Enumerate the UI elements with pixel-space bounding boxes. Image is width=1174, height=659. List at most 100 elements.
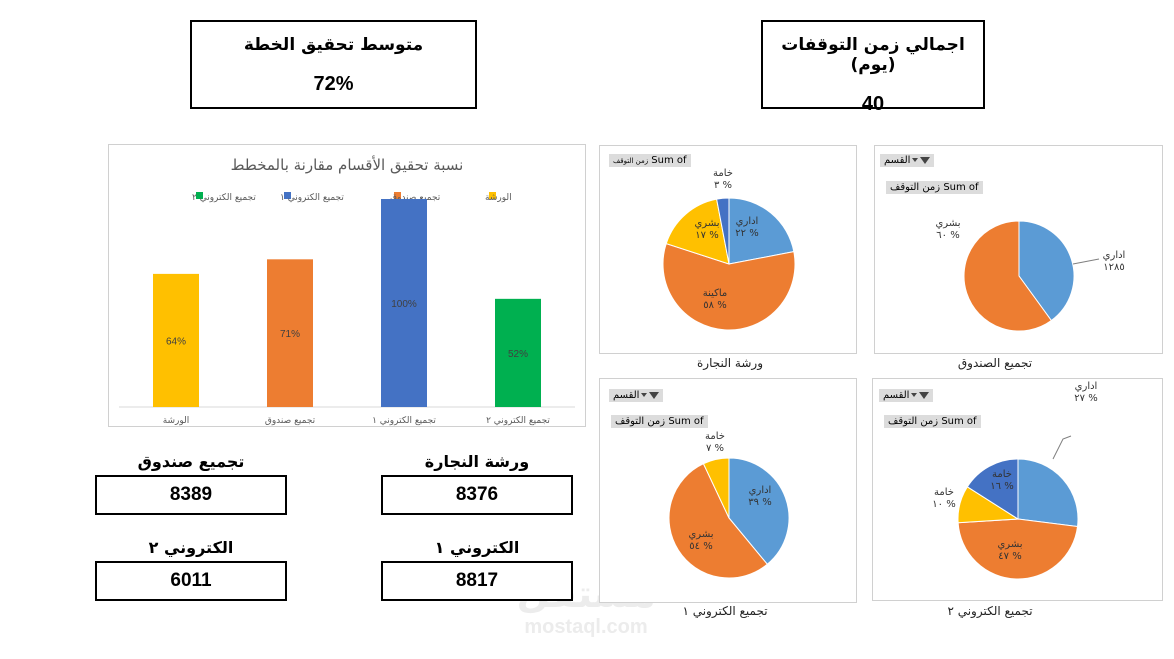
legend-swatch	[489, 192, 496, 199]
slice-name: اداري	[748, 485, 772, 496]
kpi-value: 72%	[313, 73, 354, 95]
filter-icon	[919, 391, 930, 399]
department-filter-button[interactable]: القسم	[879, 389, 934, 402]
legend-item: تجميع صندوق	[390, 193, 441, 203]
field-label: زمن التوقف	[890, 182, 941, 193]
pie-chart-carpentry	[662, 197, 796, 331]
pie-caption-carpentry: ورشة النجارة	[697, 356, 763, 370]
bar-chart-panel: نسبة تحقيق الأقسام مقارنة بالمخطط الورشة ت…	[108, 144, 586, 427]
kpi-box-assembly-title: تجميع صندوق	[137, 452, 245, 471]
filter-label: القسم	[613, 390, 640, 401]
category-tick-label: تجميع الكتروني ١	[372, 416, 436, 426]
slice-name: خامة	[713, 168, 733, 179]
bar	[495, 298, 541, 407]
pie-panel-electronic-2: القسم Sum of زمن التوقف اداري ٢٧ % خامة ١٦…	[872, 378, 1163, 601]
category-tick-label: تجميع الكتروني ٢	[486, 416, 550, 426]
pie-slice	[963, 220, 1053, 332]
sum-of-button[interactable]: Sum of زمن التوقف	[609, 154, 691, 167]
slice-name: اداري	[1074, 381, 1098, 392]
pie-label-human: بشري ٦٠ %	[931, 218, 965, 242]
sum-of-button[interactable]: Sum of زمن التوقف	[611, 415, 708, 428]
leader-line	[1052, 435, 1072, 460]
pie-slice	[1017, 458, 1079, 528]
filter-icon	[649, 391, 660, 399]
slice-pct: ٥٨ %	[703, 300, 727, 311]
slice-name: خامة	[992, 469, 1012, 480]
pie-chart-electronic-1	[668, 457, 790, 579]
slice-pct: ٣٩ %	[748, 497, 772, 508]
pie-panel-electronic-1: القسم Sum of زمن التوقف خامة ٧ % اداري ٣٩ …	[599, 378, 857, 603]
leader-line	[1072, 258, 1100, 265]
kpi-electronic-1-value: 8817	[381, 561, 573, 601]
slice-pct: ١٧ %	[695, 230, 719, 241]
pie-slice	[728, 457, 790, 565]
slice-pct: ٣ %	[713, 180, 733, 191]
dropdown-caret-icon	[912, 158, 919, 162]
pie-label-materials-b: خامة ١٦ %	[987, 469, 1017, 493]
filter-icon	[920, 156, 931, 164]
kpi-electronic-2-value: 6011	[95, 561, 287, 601]
pie-label-materials: خامة ٣ %	[708, 168, 738, 192]
slice-name: بشري	[694, 218, 720, 229]
pie-label-machine: ماكينة ٥٨ %	[695, 288, 735, 312]
dropdown-caret-icon	[641, 393, 648, 397]
sum-of-button[interactable]: Sum of زمن التوقف	[884, 415, 981, 428]
bar	[381, 199, 427, 407]
legend-swatch	[196, 192, 203, 199]
pie-label-human: بشري ٤٧ %	[993, 539, 1027, 563]
slice-pct: ١٠ %	[932, 499, 956, 510]
slice-name: بشري	[935, 218, 961, 229]
legend-item: تجميع الكتروني ١	[280, 193, 344, 203]
pie-label-admin: اداري ١٢٨٥	[1097, 250, 1131, 274]
sum-of-label: Sum of	[941, 416, 977, 427]
kpi-carpentry-value: 8376	[381, 475, 573, 515]
pie-panel-box-assembly: القسم Sum of زمن التوقف بشري ٦٠ % اداري ١٢…	[874, 145, 1163, 354]
legend-swatch	[284, 192, 291, 199]
category-tick-label: الورشة	[163, 416, 190, 426]
pie-slice	[702, 457, 730, 519]
pie-label-admin: اداري ٢٧ %	[1069, 381, 1103, 405]
filter-label: القسم	[883, 390, 910, 401]
kpi-title: متوسط تحقيق الخطة	[243, 35, 424, 55]
data-label: 64%	[166, 336, 186, 347]
pie-slice	[665, 198, 730, 265]
data-label: 100%	[391, 299, 417, 310]
slice-pct: ٢٧ %	[1074, 393, 1098, 404]
slice-name: اداري	[735, 216, 759, 227]
pie-label-materials: خامة ٧ %	[700, 431, 730, 455]
legend-item: الورشة	[485, 193, 512, 203]
pie-caption-box-assembly: تجميع الصندوق	[957, 356, 1033, 370]
slice-pct: ٤٧ %	[998, 551, 1022, 562]
filter-label: القسم	[884, 155, 911, 166]
dropdown-caret-icon	[911, 393, 918, 397]
pie-slice	[716, 197, 730, 265]
kpi-plan-average: متوسط تحقيق الخطة 72%	[190, 20, 477, 109]
field-label: زمن التوقف	[615, 416, 666, 427]
pie-chart-box-assembly	[963, 220, 1100, 332]
slice-pct: ١٢٨٥	[1103, 262, 1125, 273]
pie-label-materials-a: خامة ١٠ %	[929, 487, 959, 511]
data-label: 71%	[280, 329, 300, 340]
data-label: 52%	[508, 349, 528, 360]
department-filter-button[interactable]: القسم	[880, 154, 935, 167]
slice-pct: ٧ %	[705, 443, 725, 454]
slice-pct: ٦٠ %	[936, 230, 960, 241]
slice-pct: ٢٢ %	[735, 228, 759, 239]
slice-name: خامة	[705, 431, 725, 442]
sum-of-button[interactable]: Sum of زمن التوقف	[886, 181, 983, 194]
watermark-latin: mostaql.com	[524, 616, 648, 638]
pie-panel-carpentry: Sum of زمن التوقف خامة ٣ % اداري ٢٢ % بشري…	[599, 145, 857, 354]
slice-name: خامة	[934, 487, 954, 498]
kpi-title: اجمالي زمن التوقفات (يوم)	[781, 35, 965, 75]
field-label: زمن التوقف	[613, 157, 649, 165]
pie-slice	[728, 197, 795, 265]
kpi-electronic-1-title: الكتروني ١	[434, 538, 520, 557]
pie-chart-electronic-2	[957, 435, 1079, 580]
slice-name: بشري	[997, 539, 1023, 550]
pie-caption-electronic-2: تجميع الكتروني ٢	[947, 604, 1033, 618]
bar-chart: نسبة تحقيق الأقسام مقارنة بالمخطط الورشة ت…	[119, 155, 575, 426]
pie-slice	[662, 242, 796, 331]
kpi-downtime-total: اجمالي زمن التوقفات (يوم) 40	[761, 20, 985, 115]
department-filter-button[interactable]: القسم	[609, 389, 664, 402]
legend-swatch	[394, 192, 401, 199]
